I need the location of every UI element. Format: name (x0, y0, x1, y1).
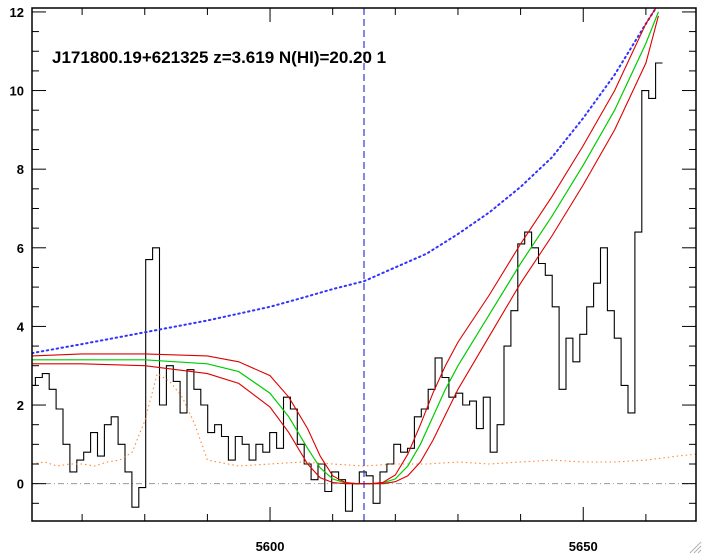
x-tick-label: 5600 (256, 539, 285, 554)
y-tick-label: 12 (10, 5, 24, 20)
y-tick-label: 0 (17, 477, 24, 492)
y-tick-label: 2 (17, 398, 24, 413)
plot-frame (31, 7, 697, 522)
chart-title: J171800.19+621325 z=3.619 N(HI)=20.20 1 (52, 48, 386, 67)
y-tick-label: 8 (17, 162, 24, 177)
flux-series (32, 62, 663, 512)
axis-ticks: 5600 5650 0 2 4 6 8 10 12 (10, 5, 696, 554)
resize-grip-icon[interactable] (689, 541, 702, 554)
fit-upper-series (32, 8, 657, 485)
fit-lower-series (32, 15, 659, 485)
y-tick-label: 4 (17, 319, 25, 334)
y-tick-label: 10 (10, 84, 24, 99)
error-series (32, 372, 696, 467)
y-tick-label: 6 (17, 241, 24, 256)
continuum-series (32, 8, 658, 355)
plot-area (32, 8, 696, 521)
x-tick-label: 5650 (569, 539, 598, 554)
